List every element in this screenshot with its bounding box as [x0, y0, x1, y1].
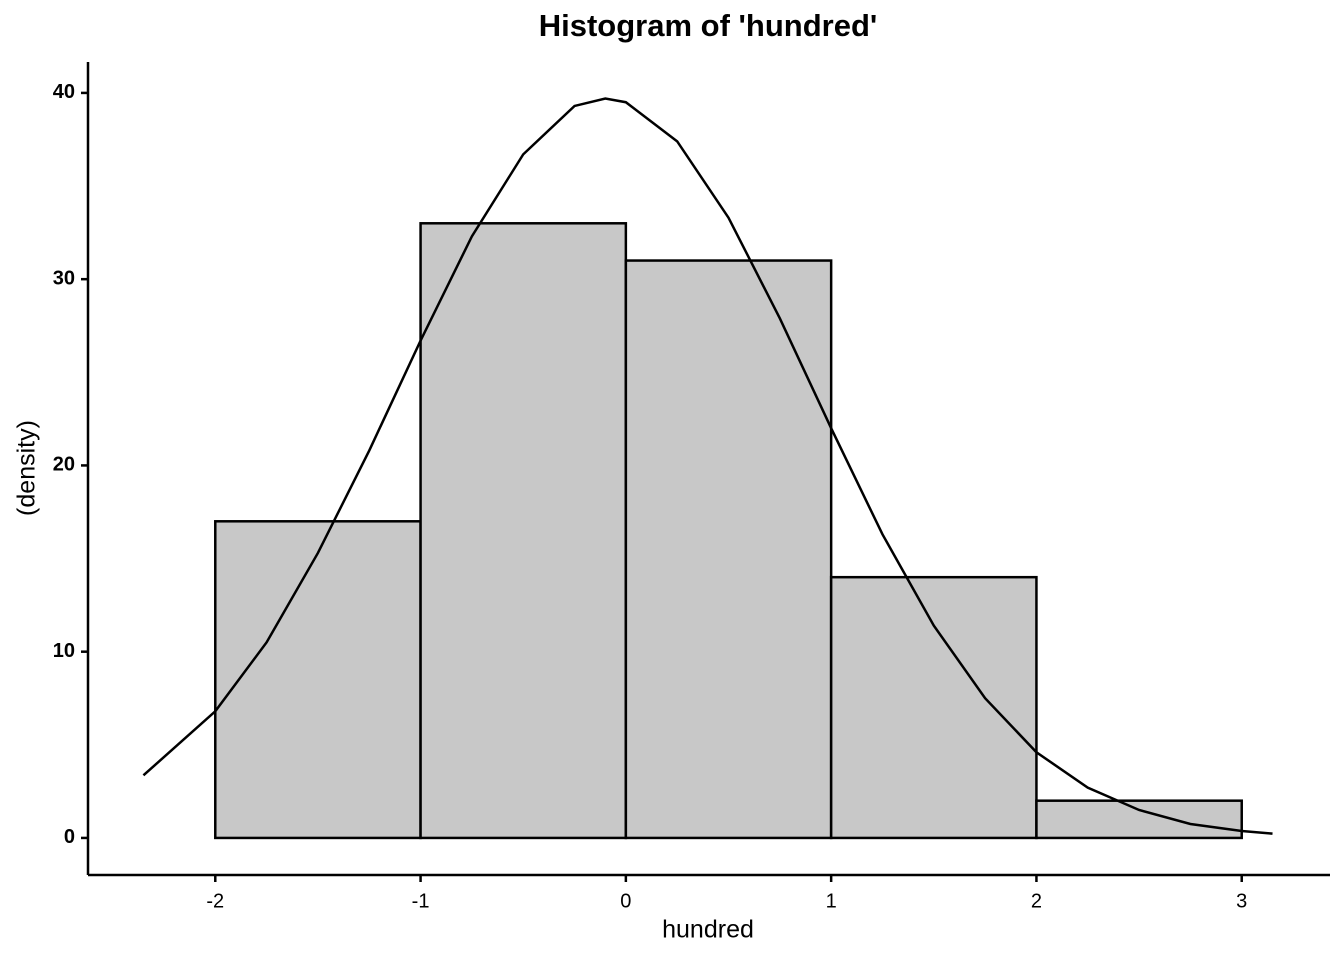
density-curve — [142, 97, 1273, 835]
x-axis-label: hundred — [662, 916, 754, 944]
histogram-bar — [419, 222, 628, 840]
y-tick-label: 10 — [53, 640, 75, 662]
x-tick-label: -1 — [412, 890, 430, 912]
x-tick-label: 3 — [1236, 890, 1247, 912]
x-tick-label: 1 — [826, 890, 837, 912]
y-tick-label: 20 — [53, 454, 75, 476]
x-tick-label: 0 — [620, 890, 631, 912]
x-tick-label: -2 — [206, 890, 224, 912]
y-tick-label: 30 — [53, 267, 75, 289]
chart-title: Histogram of 'hundred' — [539, 8, 878, 43]
y-axis-label: (density) — [13, 420, 41, 516]
x-tick-label: 2 — [1031, 890, 1042, 912]
histogram-bar — [1035, 799, 1243, 840]
histogram-bar — [624, 259, 833, 840]
y-tick-label: 0 — [64, 826, 75, 848]
histogram-bar — [214, 520, 422, 840]
y-tick-label: 40 — [53, 81, 75, 103]
histogram-bar — [829, 575, 1038, 840]
